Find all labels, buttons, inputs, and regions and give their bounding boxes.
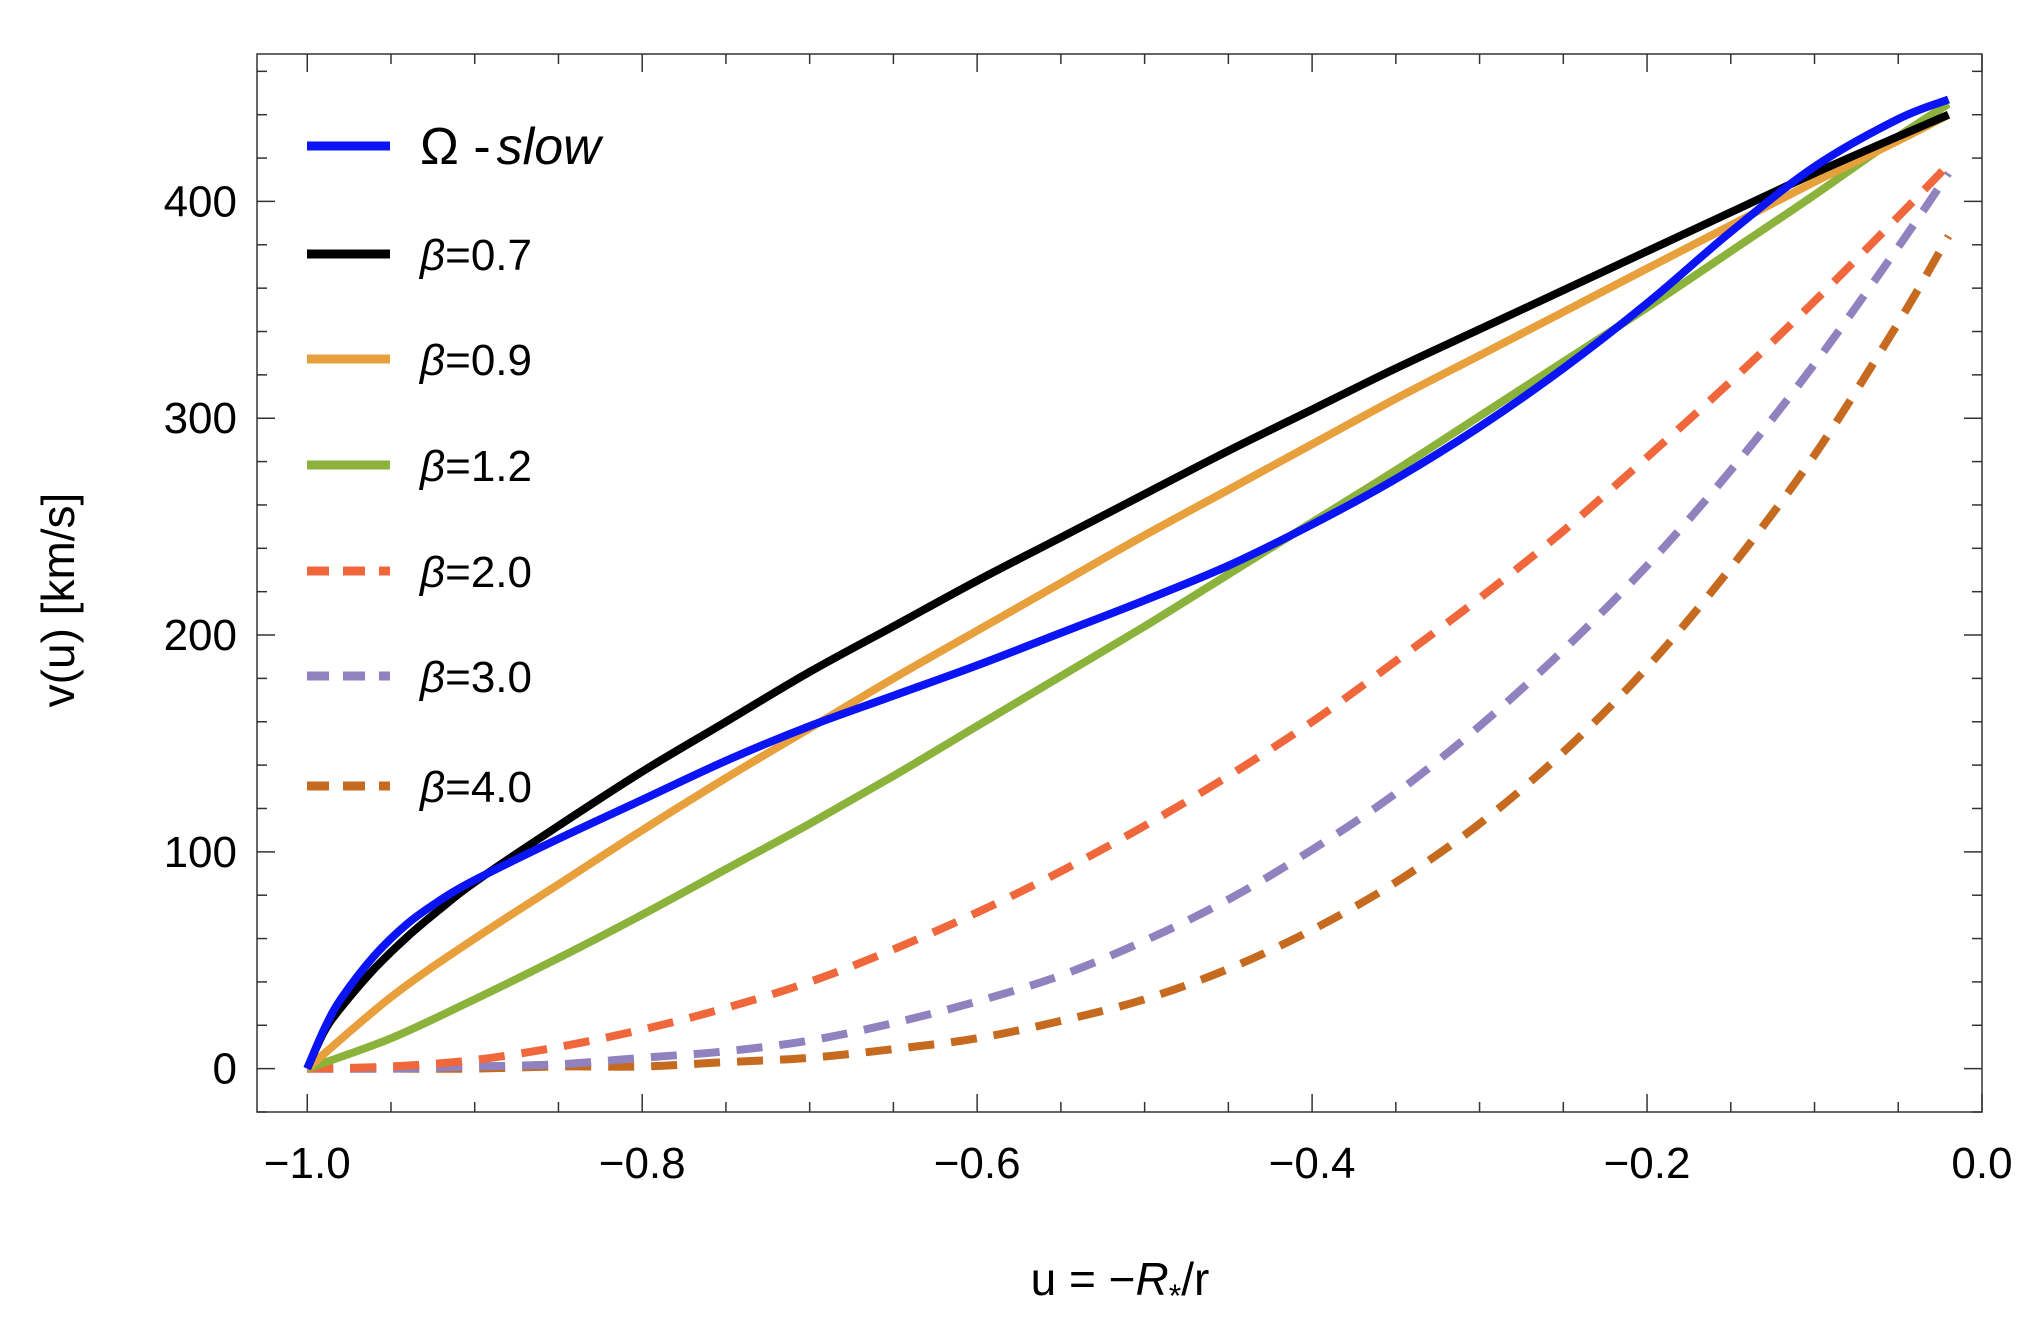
x-tick-label: 0.0: [1951, 1139, 2012, 1188]
legend-label: Ω - slow: [420, 118, 604, 176]
legend-label: β=3.0: [418, 653, 532, 702]
y-tick-label: 400: [164, 177, 237, 226]
legend-label: β=0.7: [418, 231, 532, 280]
series-line-slow: [303, 95, 1950, 1071]
x-tick-label: −0.6: [934, 1139, 1021, 1188]
series-line-3-0: [307, 170, 1952, 1073]
tick-labels: −1.0 −0.8 −0.6 −0.4 −0.2 0.0 0 100 200 300 400: [164, 177, 2013, 1188]
legend-label: β=0.9: [418, 336, 532, 385]
legend-label: β=4.0: [418, 763, 532, 812]
legend-label: β=1.2: [418, 442, 532, 491]
series-line-1-2: [305, 100, 1951, 1073]
series-line-0-7: [303, 111, 1951, 1071]
y-tick-label: 300: [164, 394, 237, 443]
y-tick-label: 0: [213, 1045, 237, 1094]
x-tick-label: −0.2: [1604, 1139, 1691, 1188]
x-axis-title: u = −R*/r: [1031, 1253, 1210, 1314]
legend: Ω - slow β=0.7 β=0.9 β=1.2 β=2.0 β=3.0 β=4.0: [307, 118, 604, 812]
y-tick-label: 100: [164, 828, 237, 877]
plot-frame: [256, 53, 1983, 1113]
x-tick-label: −1.0: [264, 1139, 351, 1188]
y-axis-title: v(u) [km/s]: [32, 493, 84, 708]
x-tick-label: −0.8: [599, 1139, 686, 1188]
axis-ticks: [257, 54, 1983, 1113]
x-tick-label: −0.4: [1269, 1139, 1356, 1188]
legend-label: β=2.0: [418, 548, 532, 597]
y-tick-label: 200: [164, 611, 237, 660]
series-line-0-9: [304, 111, 1951, 1072]
series-lines: [303, 95, 1952, 1073]
series-line-4-0: [307, 234, 1952, 1073]
